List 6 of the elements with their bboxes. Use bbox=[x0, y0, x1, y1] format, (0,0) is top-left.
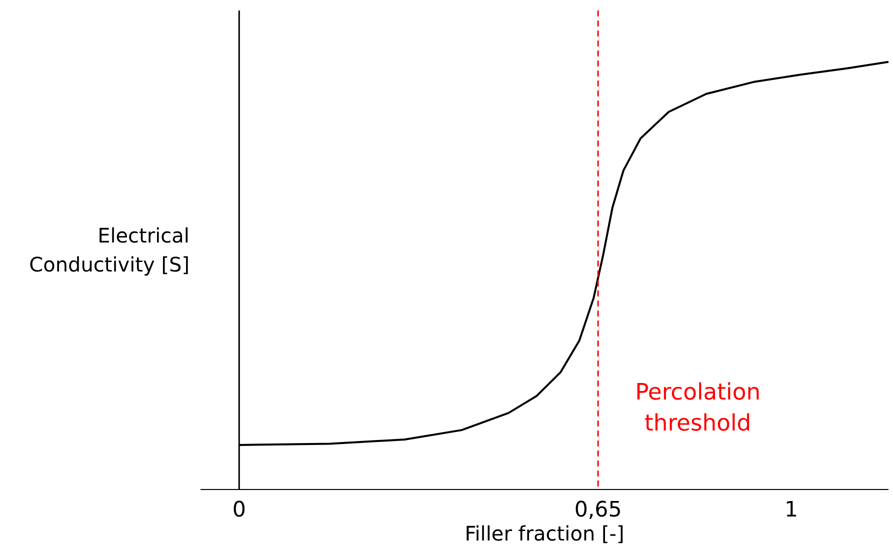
x-tick-label: 0,65 bbox=[574, 498, 622, 522]
x-tick-label: 1 bbox=[784, 498, 798, 522]
x-axis-title: Filler fraction [-] bbox=[464, 522, 624, 546]
y-axis-title: Electrical Conductivity [S] bbox=[29, 224, 190, 276]
x-tick-label: 0 bbox=[232, 498, 246, 522]
ref-line-label: Percolation threshold bbox=[635, 379, 761, 437]
